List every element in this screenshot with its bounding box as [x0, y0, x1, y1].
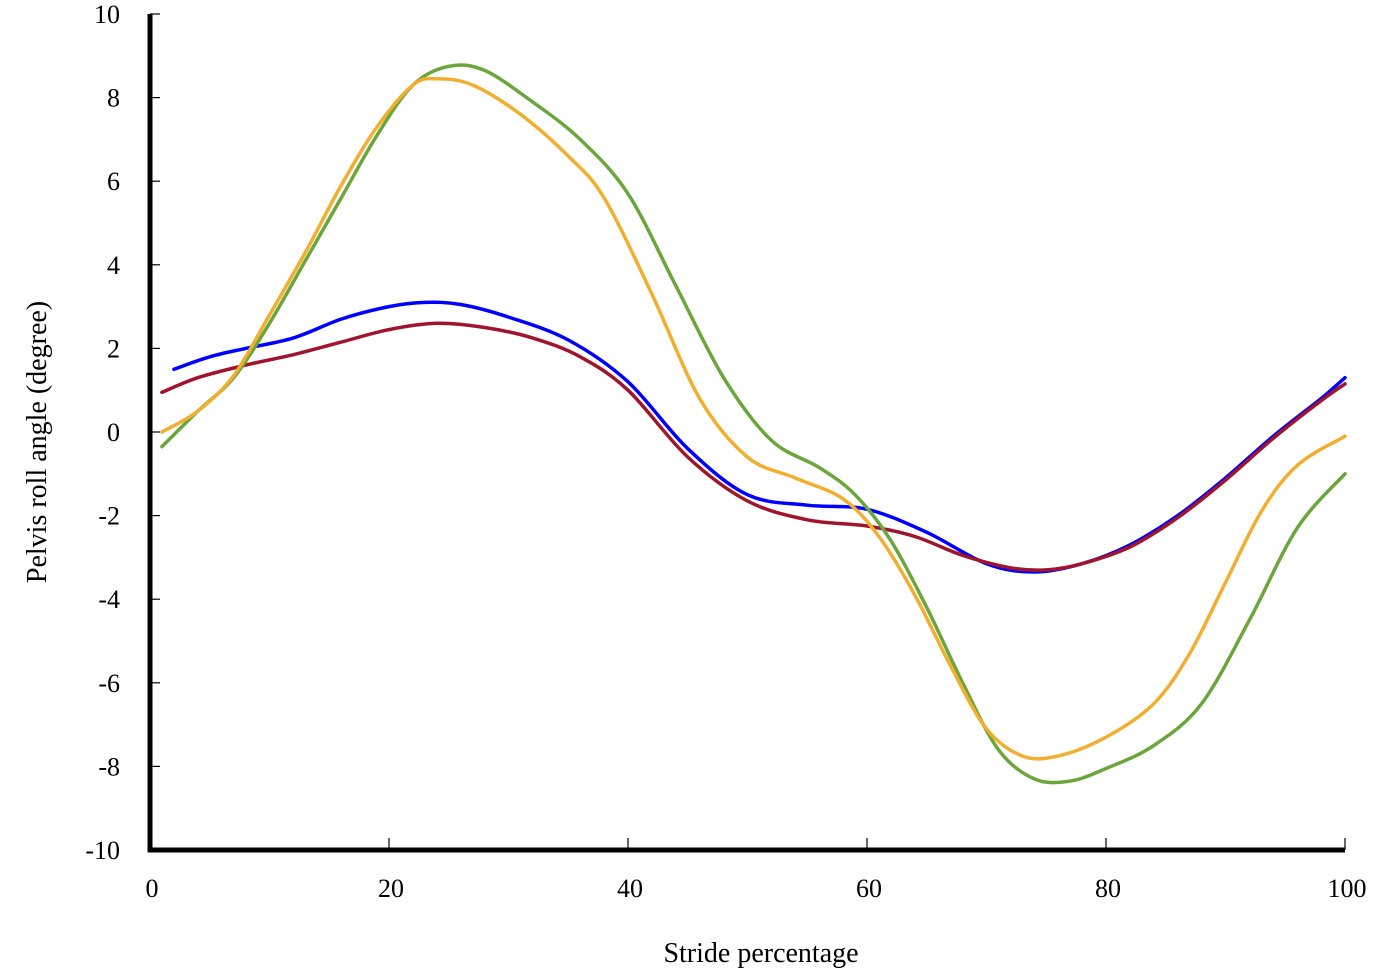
- y-tick-label: 4: [107, 251, 120, 280]
- y-tick-label: 2: [107, 334, 120, 363]
- x-tick-label: 0: [146, 874, 159, 903]
- y-axis-label: Pelvis roll angle (degree): [22, 301, 53, 583]
- series-line-1: [172, 300, 1347, 574]
- y-tick-label: -6: [98, 669, 120, 698]
- series-line-2: [160, 321, 1347, 572]
- y-tick-label: -4: [98, 585, 120, 614]
- y-tick-label: 8: [107, 84, 120, 113]
- y-tick-label: -8: [98, 752, 120, 781]
- series-line-4: [160, 76, 1347, 761]
- y-tick-label: 10: [94, 0, 120, 29]
- x-tick-label: 100: [1328, 874, 1367, 903]
- axes: [147, 14, 1345, 853]
- x-tick-label: 80: [1095, 874, 1121, 903]
- x-tick-label: 60: [856, 874, 882, 903]
- x-tick-label: 20: [378, 874, 404, 903]
- y-axis-ticks: 10 8 6 4 2 0 -2 -4 -6 -8 -10: [85, 0, 160, 865]
- y-tick-label: -10: [85, 836, 120, 865]
- plot-area: [160, 63, 1347, 785]
- series-line-3: [160, 63, 1347, 785]
- x-axis-label: Stride percentage: [663, 938, 858, 969]
- x-tick-label: 40: [617, 874, 643, 903]
- x-axis-ticks: 0 20 40 60 80 100: [146, 838, 1367, 903]
- y-tick-label: -2: [98, 502, 120, 531]
- y-tick-label: 0: [107, 418, 120, 447]
- y-tick-label: 6: [107, 167, 120, 196]
